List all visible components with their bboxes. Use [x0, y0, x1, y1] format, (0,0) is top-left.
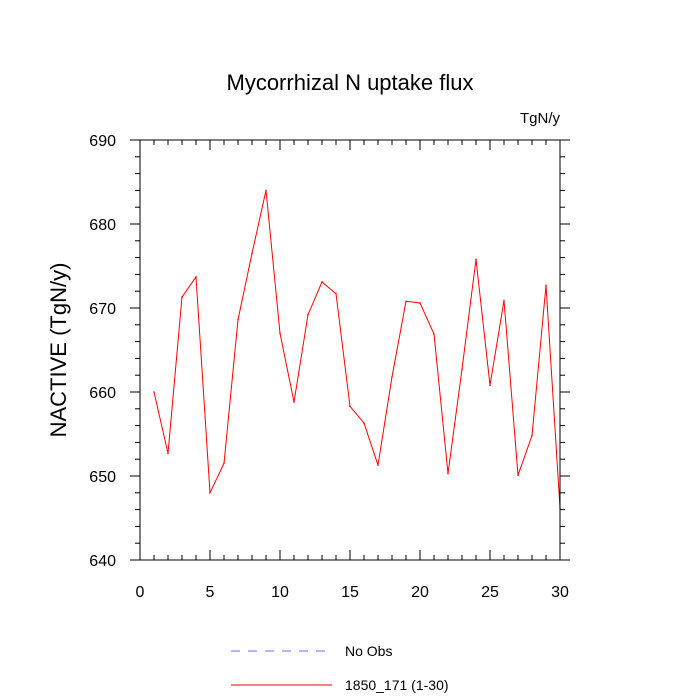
axis-tick-labels: 0 5 10 15 20 25 30 640 650 660 670 680 690: [89, 133, 569, 601]
series-layer: [153, 189, 561, 509]
y-tick-label: 680: [89, 217, 116, 234]
data-point: [489, 384, 491, 387]
data-point: [475, 258, 477, 261]
data-point: [377, 464, 379, 466]
data-point: [433, 333, 435, 335]
data-point: [279, 332, 281, 335]
y-tick-label: 690: [89, 133, 116, 150]
x-tick-label: 0: [136, 584, 145, 601]
data-point: [307, 313, 309, 316]
legend-label-series: 1850_171 (1-30): [345, 677, 449, 693]
y-tick-label: 660: [89, 385, 116, 402]
data-point: [153, 391, 155, 393]
data-point: [335, 292, 337, 295]
y-tick-label: 650: [89, 469, 116, 486]
data-point: [531, 434, 533, 437]
x-tick-label: 5: [206, 584, 215, 601]
data-point: [181, 296, 183, 298]
data-point: [195, 276, 197, 278]
data-point: [321, 281, 323, 283]
data-point: [293, 401, 295, 403]
y-axis-label: NACTIVE (TgN/y): [46, 263, 71, 438]
legend-label-no-obs: No Obs: [345, 643, 392, 659]
data-point: [237, 318, 239, 321]
data-point: [265, 189, 267, 192]
data-point: [447, 472, 449, 475]
chart-title: Mycorrhizal N uptake flux: [227, 70, 474, 95]
data-point: [251, 252, 253, 255]
axis-ticks: [130, 139, 570, 561]
series-line: [153, 190, 561, 508]
x-tick-label: 20: [411, 584, 429, 601]
data-point: [545, 284, 547, 287]
x-tick-label: 10: [271, 584, 289, 601]
x-tick-label: 25: [481, 584, 499, 601]
data-point: [209, 492, 211, 494]
data-point: [223, 462, 225, 465]
data-point: [517, 474, 519, 476]
data-point: [503, 299, 505, 302]
data-point: [349, 405, 351, 408]
data-point: [461, 368, 463, 371]
x-tick-label: 15: [341, 584, 359, 601]
data-point: [405, 300, 407, 303]
y-tick-label: 640: [89, 553, 116, 570]
data-point: [167, 452, 169, 455]
legend: No Obs 1850_171 (1-30): [231, 643, 449, 693]
data-point: [363, 422, 365, 424]
data-point: [391, 376, 393, 378]
data-point: [419, 302, 421, 304]
x-tick-label: 30: [551, 584, 569, 601]
plot-frame: [139, 139, 561, 561]
y-tick-label: 670: [89, 301, 116, 318]
units-label: TgN/y: [520, 110, 561, 127]
